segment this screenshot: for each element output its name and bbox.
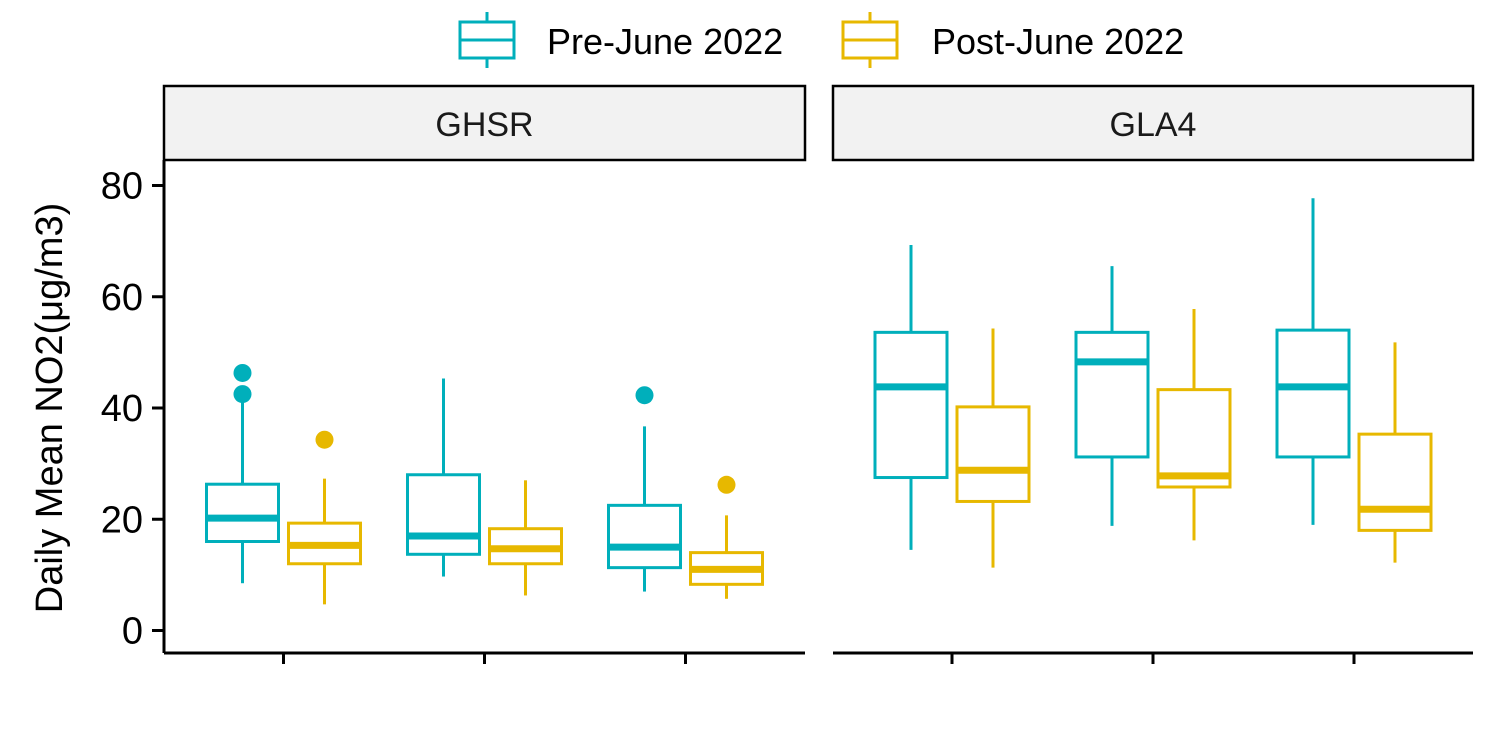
box-pre <box>205 363 280 584</box>
box-post <box>287 430 362 605</box>
strip-background <box>162 84 807 162</box>
box-body <box>205 482 280 543</box>
outlier-point <box>717 475 736 494</box>
outlier-point <box>233 385 252 404</box>
legend-item-pre: Pre-June 2022 <box>458 12 783 68</box>
y-tick-label: 20 <box>101 499 143 541</box>
plot-marks <box>205 198 1433 605</box>
box-pre <box>873 245 949 550</box>
y-tick-label: 0 <box>122 611 143 653</box>
strip-background <box>831 84 1475 162</box>
y-tick-label: 40 <box>101 388 143 430</box>
box-body <box>955 405 1031 503</box>
outlier-point <box>635 386 654 405</box>
box-body <box>1357 432 1433 532</box>
legend-label-pre: Pre-June 2022 <box>547 21 783 62</box>
strip-title-ghsr: GHSR <box>435 106 533 144</box>
legend-key-post <box>841 12 899 68</box>
legend-label-post: Post-June 2022 <box>932 21 1184 62</box>
facet-strip-gla4: GLA4 <box>831 84 1475 162</box>
box-body <box>1275 328 1351 459</box>
box-post <box>1156 308 1232 541</box>
y-axis-label: Daily Mean NO2(μg/m3) <box>29 203 71 613</box>
box-body <box>1156 388 1232 489</box>
box-pre <box>1275 198 1351 525</box>
outlier-point <box>315 430 334 449</box>
legend-key-pre <box>458 12 516 68</box>
legend: Pre-June 2022 Post-June 2022 <box>458 12 1184 68</box>
axes: 0 20 40 60 80 <box>101 160 1473 664</box>
box-pre <box>406 378 481 577</box>
box-post <box>955 328 1031 568</box>
box-body <box>873 330 949 480</box>
legend-item-post: Post-June 2022 <box>841 12 1184 68</box>
y-tick-label: 80 <box>101 166 143 208</box>
box-body <box>406 473 481 556</box>
box-pre <box>1074 266 1150 526</box>
box-post <box>689 475 764 599</box>
box-post <box>488 480 563 596</box>
outlier-point <box>233 363 252 382</box>
facet-strip-ghsr: GHSR <box>162 84 807 162</box>
box-pre <box>607 386 682 592</box>
box-body <box>1074 330 1150 459</box>
box-post <box>1357 342 1433 563</box>
box-body <box>607 503 682 570</box>
strip-title-gla4: GLA4 <box>1110 106 1197 144</box>
y-tick-label: 60 <box>101 277 143 319</box>
